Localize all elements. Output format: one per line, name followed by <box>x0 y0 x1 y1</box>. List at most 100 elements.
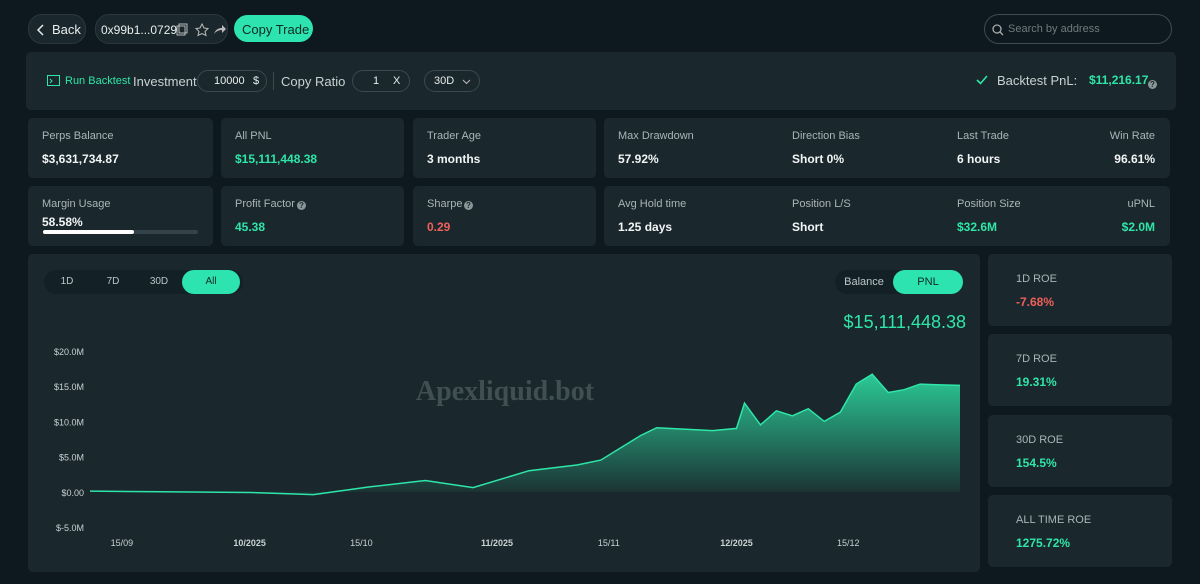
ratio-value: 1 <box>373 75 380 87</box>
stat-label: Perps Balance <box>42 130 114 142</box>
investment-value: 10000 <box>214 75 245 87</box>
help-icon[interactable] <box>464 201 473 210</box>
stat-label: Max Drawdown <box>618 130 694 142</box>
roe-card: ALL TIME ROE 1275.72% <box>988 495 1172 567</box>
wide-card: Max Drawdown 57.92% Direction Bias Short 0%… <box>604 118 1170 178</box>
x-tick-label: 15/11 <box>598 538 620 548</box>
progress-fill <box>43 230 134 234</box>
stat-label: Margin Usage <box>42 198 111 210</box>
stat-card: Profit Factor 45.38 <box>221 186 404 246</box>
period: 30D <box>434 75 455 87</box>
stat-label: Profit Factor <box>235 198 295 210</box>
stat-value: 3 months <box>427 152 481 166</box>
pnl-line <box>89 373 961 496</box>
back-label: Back <box>52 22 81 37</box>
backtest-pnl: $11,216.17 <box>1089 73 1149 87</box>
address: 0x99b1...0729 <box>101 23 178 37</box>
copy-trade-label: Copy Trade <box>242 22 310 37</box>
roe-value: 19.31% <box>1016 375 1057 389</box>
period-dropdown[interactable]: 30D <box>424 70 480 92</box>
y-tick-label: $5.0M <box>59 453 84 463</box>
progress-track <box>43 230 198 234</box>
roe-label: 7D ROE <box>1016 353 1057 365</box>
run-backtest[interactable]: Run Backtest <box>65 75 131 87</box>
mode-toggle: Balance PNL <box>835 270 963 294</box>
tab[interactable]: All <box>182 270 240 294</box>
stat-value: 58.58% <box>42 215 83 229</box>
tab[interactable]: Balance <box>835 270 893 294</box>
help-icon[interactable] <box>297 201 306 210</box>
stat-label: Position L/S <box>792 198 851 210</box>
tab-label: Balance <box>844 276 884 288</box>
x-tick-label: 15/10 <box>350 538 373 548</box>
stat-card: Trader Age 3 months <box>413 118 596 178</box>
pnl-chart: Apexliquid.bot $-5.0M $0.00 $5.0M $10.0M $15… <box>54 347 961 548</box>
investment-input[interactable]: 10000 $ <box>197 70 267 92</box>
stat-value: 0.29 <box>427 220 451 234</box>
stat-value: 96.61% <box>1114 152 1155 166</box>
currency: $ <box>253 75 260 87</box>
backtest-bar: Run Backtest Investment 10000 $ Copy Rat… <box>26 52 1176 110</box>
stat-label: Position Size <box>957 198 1021 210</box>
roe-card: 7D ROE 19.31% <box>988 334 1172 406</box>
roe-value: 154.5% <box>1016 456 1057 470</box>
back-button[interactable]: Back <box>28 14 86 44</box>
tab[interactable]: PNL <box>893 270 963 294</box>
x-tick-label: 15/12 <box>837 538 860 548</box>
y-tick-label: $15.0M <box>54 382 84 392</box>
stat-value: $2.0M <box>1121 220 1155 234</box>
x-tick-label: 10/2025 <box>233 538 266 548</box>
stat-label: uPNL <box>1127 198 1155 210</box>
tab-label: PNL <box>917 276 939 288</box>
range-tabs: 1D 7D 30D All <box>44 270 243 294</box>
stat-value: $15,111,448.38 <box>235 152 318 166</box>
run-icon <box>47 75 60 86</box>
search-placeholder: Search by address <box>1008 23 1100 35</box>
x-tick-label: 15/09 <box>111 538 134 548</box>
stat-label: Last Trade <box>957 130 1009 142</box>
tab[interactable]: 7D <box>90 270 136 294</box>
pnl-area <box>90 374 960 495</box>
divider <box>273 72 274 90</box>
roe-value: 1275.72% <box>1016 536 1071 550</box>
ratio-input[interactable]: 1 X <box>352 70 410 92</box>
address-pill: 0x99b1...0729 <box>95 14 228 44</box>
search-box[interactable]: Search by address <box>984 14 1172 44</box>
roe-label: ALL TIME ROE <box>1016 514 1092 526</box>
stat-value: $3,631,734.87 <box>42 152 119 166</box>
back-icon <box>37 24 44 36</box>
tab-label: 30D <box>149 276 169 287</box>
backtest-pnl-label: Backtest PnL: <box>997 73 1078 88</box>
address-icons[interactable] <box>176 23 226 37</box>
stat-label: Win Rate <box>1109 130 1155 142</box>
tab-label: 1D <box>60 276 74 287</box>
stat-card: Margin Usage 58.58% <box>28 186 213 246</box>
stat-label: All PNL <box>235 130 272 142</box>
stat-label: Direction Bias <box>792 130 860 142</box>
stat-value: Short 0% <box>792 152 845 166</box>
tab[interactable]: 30D <box>136 270 182 294</box>
roe-label: 1D ROE <box>1016 273 1057 285</box>
x-tick-label: 11/2025 <box>481 538 513 548</box>
stat-value: Short <box>792 220 824 234</box>
y-tick-label: $0.00 <box>61 488 84 498</box>
y-tick-label: $10.0M <box>54 417 84 427</box>
stat-label: Sharpe <box>427 198 463 210</box>
roe-value: -7.68% <box>1016 295 1055 309</box>
stat-value: 57.92% <box>618 152 659 166</box>
stat-value: $32.6M <box>957 220 998 234</box>
check-icon <box>976 75 988 85</box>
wide-card: Avg Hold time 1.25 days Position L/S Short P… <box>604 186 1170 246</box>
roe-label: 30D ROE <box>1016 434 1064 446</box>
stat-card: Sharpe 0.29 <box>413 186 596 246</box>
tab[interactable]: 1D <box>44 270 90 294</box>
tab-label: All <box>205 276 217 287</box>
stat-value: 1.25 days <box>618 220 673 234</box>
roe-card: 30D ROE 154.5% <box>988 415 1172 487</box>
stat-value: 45.38 <box>235 220 266 234</box>
copy-trade-button[interactable]: Copy Trade <box>234 15 313 42</box>
current-pnl: $15,111,448.38 <box>843 312 966 332</box>
help-icon[interactable] <box>1148 80 1157 89</box>
roe-card: 1D ROE -7.68% <box>988 254 1172 326</box>
